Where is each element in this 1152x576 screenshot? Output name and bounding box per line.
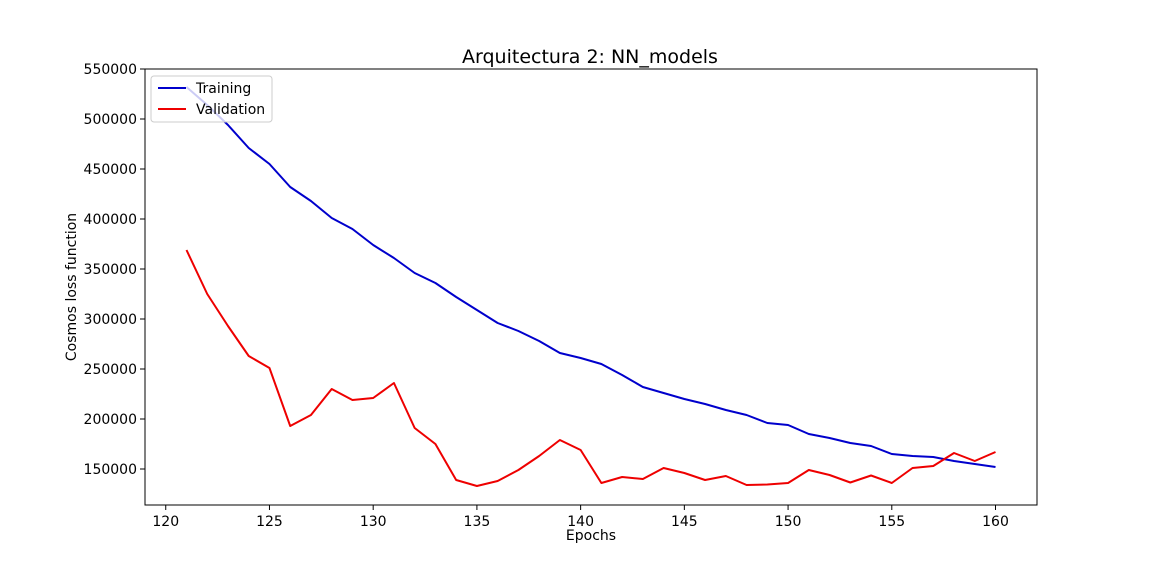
x-tick-label: 160	[982, 514, 1009, 530]
x-tick-label: 135	[464, 514, 491, 530]
x-tick-label: 155	[878, 514, 905, 530]
x-tick-label: 130	[360, 514, 387, 530]
y-tick-label: 300000	[84, 312, 137, 328]
y-tick-label: 150000	[84, 462, 137, 478]
legend-label-training: Training	[195, 81, 251, 97]
x-tick-label: 150	[775, 514, 802, 530]
x-tick-label: 125	[256, 514, 283, 530]
y-tick-label: 200000	[84, 412, 137, 428]
plot-area	[144, 68, 1038, 506]
y-tick-label: 550000	[84, 62, 137, 78]
y-axis-label: Cosmos loss function	[64, 213, 80, 361]
series-line-training	[185, 86, 996, 468]
chart-title: Arquitectura 2: NN_models	[462, 46, 718, 68]
legend-label-validation: Validation	[196, 102, 265, 118]
x-tick-label: 120	[152, 514, 179, 530]
x-tick-label: 140	[567, 514, 594, 530]
y-tick-label: 450000	[84, 162, 137, 178]
x-axis-label: Epochs	[566, 528, 616, 544]
y-tick-label: 400000	[84, 212, 137, 228]
x-tick-label: 145	[671, 514, 698, 530]
y-axis: 150000 200000 250000 300000 350000 400000 4500…	[84, 62, 145, 478]
x-axis: 120 125 130 135 140 145 150 155 160	[152, 505, 1009, 530]
series-lines	[185, 86, 996, 487]
y-tick-label: 500000	[84, 112, 137, 128]
legend: Training Validation	[150, 75, 273, 123]
series-line-validation	[185, 249, 996, 487]
y-tick-label: 250000	[84, 362, 137, 378]
y-tick-label: 350000	[84, 262, 137, 278]
